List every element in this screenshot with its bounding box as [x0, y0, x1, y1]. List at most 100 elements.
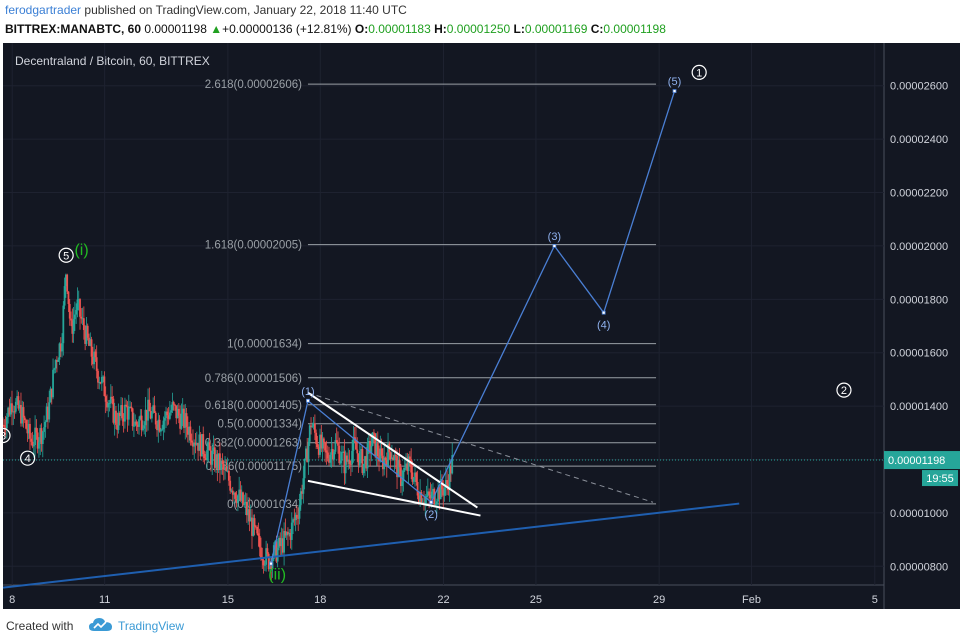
candle-body — [374, 433, 377, 457]
candle-body — [293, 519, 296, 521]
candle-body — [242, 492, 244, 505]
candle-body — [405, 463, 407, 469]
candle-body — [346, 455, 348, 462]
resistance-dashed-line — [307, 392, 654, 503]
candle-body — [434, 503, 437, 505]
candle-body — [21, 407, 24, 424]
candle-body — [227, 470, 230, 481]
candle-body — [136, 424, 139, 427]
y-tick-label: 0.00001800 — [890, 294, 948, 306]
candle-body — [157, 419, 160, 431]
candle-body — [103, 376, 106, 397]
candle-body — [138, 419, 140, 427]
candle-body — [438, 487, 441, 500]
candle-body — [424, 496, 427, 504]
candle-body — [420, 492, 423, 504]
price-chart[interactable]: Decentraland / Bitcoin, 60, BITTREX 0.00… — [0, 43, 960, 609]
created-with-text: Created with — [6, 619, 74, 633]
candle-body — [148, 399, 151, 412]
candle-body — [71, 320, 74, 334]
tradingview-brand-link[interactable]: TradingView — [118, 619, 185, 633]
candle-body — [125, 404, 128, 407]
candle-body — [333, 451, 336, 460]
candle-body — [317, 447, 320, 455]
candle-body — [89, 339, 92, 346]
candle-body — [134, 421, 137, 426]
candle-body — [316, 444, 319, 448]
candle-body — [201, 434, 203, 457]
candle-body — [156, 424, 158, 431]
wave-point — [552, 244, 557, 248]
candle-body — [305, 448, 307, 459]
candle-body — [108, 402, 111, 404]
candle-body — [188, 426, 191, 435]
candle-body — [163, 418, 166, 421]
circled-wave-number: 4 — [25, 453, 31, 465]
candle-body — [18, 404, 21, 409]
candle-body — [64, 274, 67, 287]
candle-body — [338, 445, 341, 464]
candle-body — [95, 357, 98, 371]
candle-body — [430, 491, 433, 499]
candle-body — [126, 406, 129, 420]
candle-body — [25, 420, 28, 429]
candle-body — [275, 541, 278, 562]
candle-body — [307, 441, 310, 463]
candle-body — [219, 453, 221, 471]
candle-body — [322, 438, 325, 443]
wedge-lower-line — [307, 479, 481, 517]
candle-body — [328, 458, 330, 463]
author-link[interactable]: ferodgartrader — [5, 3, 82, 17]
candle-body — [425, 496, 428, 498]
candle-body — [334, 440, 337, 452]
candle-body — [446, 480, 448, 485]
candle-body — [162, 420, 165, 430]
chart-container[interactable]: Decentraland / Bitcoin, 60, BITTREX 0.00… — [0, 43, 960, 609]
candle-body — [140, 415, 143, 431]
candle-body — [358, 451, 361, 466]
candle-body — [80, 316, 83, 319]
candle-body — [292, 519, 294, 523]
candle-body — [321, 438, 324, 449]
candle-body — [102, 376, 105, 378]
candle-body — [32, 445, 35, 447]
candle-body — [56, 360, 58, 362]
candle-body — [337, 442, 339, 446]
candle-body — [176, 408, 179, 419]
candle-body — [326, 452, 329, 459]
candle-body — [23, 417, 26, 421]
candle-body — [174, 404, 176, 406]
footer: Created with TradingView — [0, 609, 963, 643]
candle-body — [168, 412, 171, 419]
candle-body — [397, 460, 400, 478]
fib-level-label: 0.5(0.00001334) — [218, 419, 303, 431]
low-value: 0.00001169 — [524, 22, 588, 36]
candle-body — [81, 318, 84, 320]
wave-label: (3) — [548, 231, 561, 243]
candle-body — [294, 514, 297, 521]
candle-body — [262, 559, 265, 566]
candle-body — [303, 458, 306, 479]
candle-body — [362, 463, 365, 474]
candle-body — [243, 503, 246, 505]
candle-body — [315, 432, 318, 445]
candle-body — [215, 454, 217, 468]
wave-label: (2) — [424, 509, 437, 521]
open-value: 0.00001183 — [368, 22, 431, 36]
wave-point — [429, 500, 434, 505]
candle-body — [179, 415, 182, 429]
candle-body — [44, 421, 47, 428]
candle-body — [30, 438, 33, 442]
current-price-badge-text: 0.00001198 — [888, 455, 945, 467]
candle-body — [181, 408, 184, 414]
candle-body — [244, 501, 247, 504]
x-tick-label: 15 — [222, 594, 234, 606]
circled-wave-marker — [836, 382, 852, 398]
high-value: 0.00001250 — [446, 22, 511, 36]
circled-wave-marker — [20, 450, 36, 466]
candle-body — [7, 407, 10, 417]
candle-body — [339, 460, 342, 464]
circled-wave-number: 1 — [696, 67, 702, 79]
candle-body — [130, 406, 133, 409]
candle-body — [406, 463, 409, 471]
